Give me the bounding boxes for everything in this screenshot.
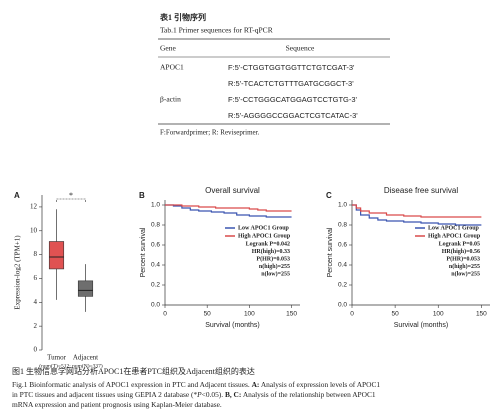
column-header: Gene	[160, 44, 176, 53]
y-tick-label: 0.0	[151, 302, 160, 309]
caption-segment: Fig.1 Bioinformatic analysis of APOC1 ex…	[12, 380, 252, 389]
panel-label: A	[14, 191, 20, 200]
panel-label: C	[326, 191, 332, 200]
y-tick-label: 6	[34, 274, 38, 282]
x-tick-label: 150	[476, 311, 487, 318]
sequence-cell: R:5'-AGGGGCCGGACTCGTCATAC-3'	[228, 111, 358, 120]
caption-segment: B, C:	[225, 390, 241, 399]
significance-mark: *	[69, 191, 73, 200]
stat-label: P(HR)=0.053	[256, 255, 290, 262]
stat-label: n(low)=255	[261, 270, 290, 277]
y-tick-label: 1.0	[338, 202, 347, 209]
chart-title: Disease free survival	[384, 186, 458, 195]
x-tick-label: 50	[204, 311, 212, 318]
stat-label: Logrank P=0.042	[246, 241, 290, 247]
panel-label: B	[139, 191, 145, 200]
figure-caption-en: mRNA expression and patient prognosis us…	[12, 400, 222, 409]
sequence-cell: F:5'-CTGGTGGTGGTTCTGTCGAT-3'	[228, 63, 355, 72]
chart-title: Overall survival	[205, 186, 260, 195]
caption-segment: <0.05).	[202, 390, 225, 399]
y-axis-label: Percent survival	[140, 227, 147, 277]
stat-label: Logrank P=0.05	[439, 241, 480, 247]
caption-segment: Analysis of expression levels of APOC1	[259, 380, 380, 389]
x-tick-label: 0	[350, 311, 354, 318]
figure-caption-cn: 图1 生物信息学网站分析APOC1在患者PTC组织及Adjacent组织的表达	[12, 366, 255, 376]
x-axis-label: Survival (months)	[205, 322, 259, 329]
stat-label: HR(high)=0.33	[252, 248, 290, 255]
figure-caption-en: Fig.1 Bioinformatic analysis of APOC1 ex…	[12, 380, 380, 389]
box	[77, 280, 94, 297]
y-tick-label: 12	[30, 203, 38, 211]
box	[48, 241, 65, 270]
sequence-cell: F:5'-CCTGGGCATGGAGTCCTGTG-3'	[228, 95, 358, 104]
legend-label: High APOC1 Group	[238, 233, 291, 239]
y-tick-label: 10	[30, 226, 38, 234]
y-tick-label: 1.0	[151, 202, 160, 209]
x-tick-label: 0	[163, 311, 167, 318]
y-tick-label: 0.4	[338, 262, 347, 269]
y-tick-label: 0	[34, 346, 38, 354]
y-tick-label: 0.4	[151, 262, 160, 269]
y-tick-label: 0.0	[338, 302, 347, 309]
table-label: 表1 引物序列	[159, 12, 206, 22]
gene-cell: APOC1	[160, 63, 184, 72]
table-caption: Tab.1 Primer sequences for RT-qPCR	[160, 26, 273, 35]
x-axis-label: Survival (months)	[394, 322, 448, 329]
significance-bracket	[56, 198, 86, 202]
sequence-cell: R:5'-TCACTCTGTTTGATGCGGCT-3'	[228, 79, 354, 88]
survival-curve	[352, 204, 482, 226]
y-axis-label: Percent survival	[327, 227, 334, 277]
stat-label: HR(high)=0.56	[442, 248, 480, 255]
stat-label: n(low)=255	[451, 270, 480, 277]
caption-segment: mRNA expression and patient prognosis us…	[12, 400, 222, 409]
y-tick-label: 8	[34, 250, 38, 258]
legend-label: Low APOC1 Group	[428, 225, 480, 231]
y-tick-label: 0.6	[151, 242, 160, 249]
y-tick-label: 2	[34, 322, 38, 330]
caption-segment: Analysis of the relationship between APO…	[241, 390, 376, 399]
stat-label: n(high)=255	[259, 263, 290, 270]
x-tick-label: 100	[244, 311, 255, 318]
stat-label: n(high)=255	[449, 263, 480, 270]
y-tick-label: 0.8	[338, 222, 347, 229]
caption-segment: in PTC tissues and adjacent tissues usin…	[12, 390, 197, 399]
y-tick-label: 0.2	[151, 282, 160, 289]
caption-segment: A:	[252, 380, 260, 389]
stat-label: P(HR)=0.053	[446, 255, 480, 262]
sample-note: (num(T)=512; num(N)=337)	[39, 362, 103, 369]
y-tick-label: 0.6	[338, 242, 347, 249]
legend-label: High APOC1 Group	[428, 233, 481, 239]
x-tick-label: Tumor	[47, 354, 66, 362]
gene-cell: β-actin	[160, 95, 181, 104]
caption-segment: P	[196, 390, 202, 399]
y-tick-label: 4	[34, 298, 38, 306]
y-tick-label: 0.2	[338, 282, 347, 289]
x-tick-label: 50	[392, 311, 400, 318]
y-tick-label: 0.8	[151, 222, 160, 229]
column-header: Sequence	[286, 44, 315, 53]
survival-curve	[352, 204, 482, 218]
table-note: F:Forwardprimer; R: Reviseprimer.	[160, 129, 260, 137]
legend-label: Low APOC1 Group	[238, 225, 290, 231]
x-tick-label: Adjacent	[73, 354, 98, 362]
y-axis-label: Expression-log2 (TPM+1)	[14, 235, 22, 310]
survival-curve	[165, 204, 292, 218]
x-tick-label: 150	[286, 311, 297, 318]
survival-curve	[165, 204, 292, 212]
x-tick-label: 100	[433, 311, 444, 318]
figure-caption-en: in PTC tissues and adjacent tissues usin…	[12, 390, 376, 399]
